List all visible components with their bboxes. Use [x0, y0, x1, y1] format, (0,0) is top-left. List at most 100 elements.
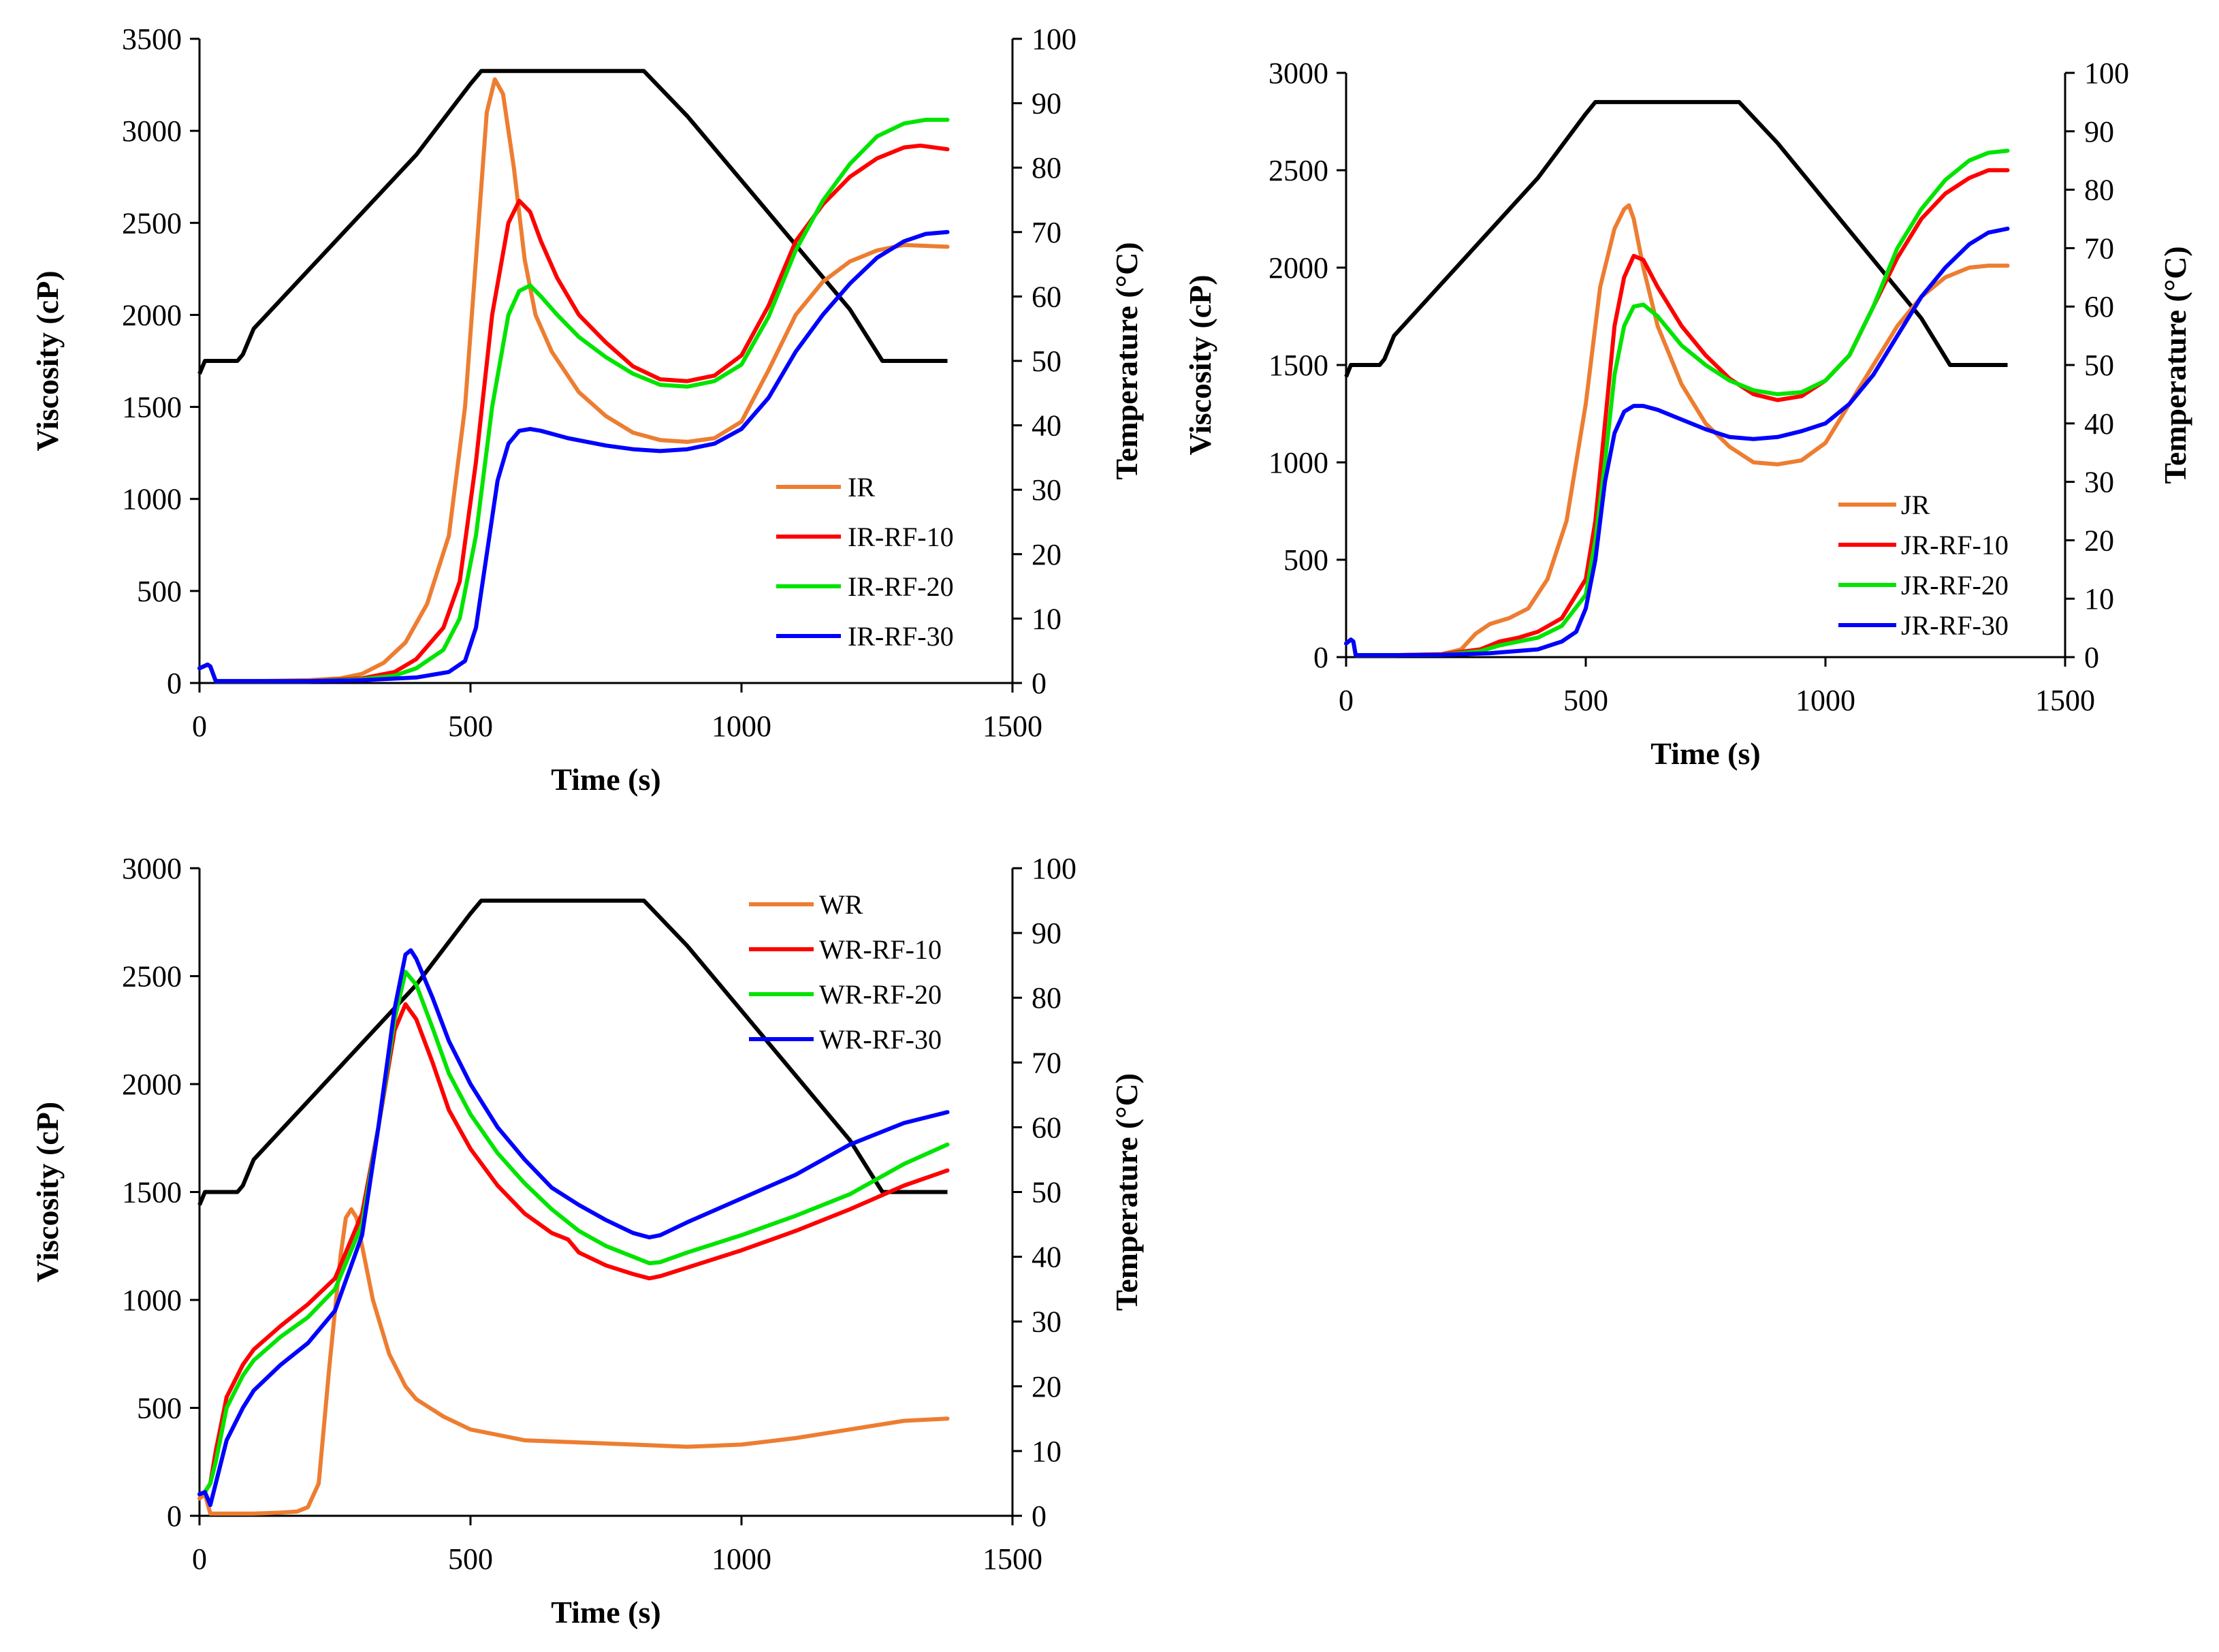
legend-label: IR-RF-30 — [848, 621, 954, 652]
legend-label: JR — [1901, 490, 1930, 520]
y-tick-label: 3000 — [1268, 57, 1328, 90]
y-tick-label: 0 — [1313, 641, 1328, 674]
legend: JR JR-RF-10 JR-RF-20 JR-RF-30 — [1838, 490, 2009, 641]
chart-jr: 0500100015002000250030000102030405060708… — [1183, 57, 2192, 771]
y2-tick-label: 100 — [1032, 852, 1076, 885]
y2-tick-label: 10 — [1032, 1435, 1061, 1468]
y-tick-label: 0 — [167, 1499, 182, 1533]
series-line-ir-rf-10 — [197, 143, 950, 684]
x-tick-label: 500 — [448, 710, 493, 743]
y-tick-label: 3500 — [122, 22, 182, 56]
legend-label: JR-RF-20 — [1901, 570, 2009, 601]
series-line-jr-rf-30 — [1344, 226, 2010, 658]
x-tick-label: 1000 — [712, 1542, 771, 1576]
y2-tick-label: 70 — [1032, 216, 1061, 249]
x-tick-label: 1000 — [1795, 684, 1855, 717]
y2-tick-label: 90 — [2084, 115, 2114, 148]
y2-tick-label: 10 — [2084, 582, 2114, 616]
y2-tick-label: 70 — [2084, 232, 2114, 265]
y2-tick-label: 30 — [1032, 473, 1061, 507]
y-tick-label: 2500 — [122, 960, 182, 994]
y2-tick-label: 40 — [1032, 1241, 1061, 1274]
x-tick-label: 1000 — [712, 710, 771, 743]
y2-tick-label: 50 — [1032, 345, 1061, 378]
legend-label: IR-RF-10 — [848, 522, 954, 552]
y2-tick-label: 30 — [2084, 466, 2114, 499]
y2-axis-title: Temperature (°C) — [1109, 242, 1144, 479]
y2-axis-title: Temperature (°C) — [2158, 246, 2192, 483]
y2-tick-label: 40 — [1032, 409, 1061, 443]
y2-tick-label: 90 — [1032, 917, 1061, 950]
legend-label: WR — [819, 889, 863, 920]
y-axis-title: Viscosity (cP) — [1183, 274, 1217, 455]
legend-label: WR-RF-30 — [819, 1024, 942, 1055]
legend-label: IR-RF-20 — [848, 571, 954, 602]
y-tick-label: 2500 — [122, 206, 182, 240]
y-tick-label: 3000 — [122, 114, 182, 148]
y2-tick-label: 80 — [1032, 151, 1061, 185]
y2-axis-title: Temperature (°C) — [1109, 1073, 1144, 1311]
y-tick-label: 1500 — [122, 391, 182, 424]
y2-tick-label: 0 — [1032, 1499, 1047, 1533]
y-tick-label: 1000 — [122, 483, 182, 516]
y2-tick-label: 50 — [1032, 1176, 1061, 1209]
y2-tick-label: 80 — [2084, 174, 2114, 207]
x-tick-label: 500 — [448, 1542, 493, 1576]
x-tick-label: 0 — [1339, 684, 1354, 717]
y2-tick-label: 0 — [1032, 667, 1047, 700]
y2-tick-label: 80 — [1032, 981, 1061, 1015]
x-tick-label: 0 — [192, 710, 207, 743]
chart-ir: 0500100015002000250030003500010203040506… — [30, 22, 1144, 797]
temperature-line — [197, 69, 948, 375]
y2-tick-label: 40 — [2084, 407, 2114, 441]
y-tick-label: 1000 — [1268, 446, 1328, 479]
chart-wr: 0500100015002000250030000102030405060708… — [30, 852, 1144, 1630]
y2-tick-label: 60 — [2084, 290, 2114, 323]
y-tick-label: 500 — [1283, 543, 1328, 577]
x-tick-label: 1500 — [983, 710, 1042, 743]
legend: IR IR-RF-10 IR-RF-20 IR-RF-30 — [776, 472, 954, 652]
x-axis-title: Time (s) — [1650, 736, 1760, 771]
y2-tick-label: 30 — [1032, 1305, 1061, 1339]
y-tick-label: 2000 — [122, 1068, 182, 1101]
y-tick-label: 1500 — [122, 1176, 182, 1209]
legend-label: IR — [848, 472, 875, 503]
temperature-line — [197, 898, 948, 1206]
legend: WR WR-RF-10 WR-RF-20 WR-RF-30 — [749, 889, 942, 1055]
y-tick-label: 2000 — [1268, 251, 1328, 285]
temperature-line — [1344, 99, 2008, 378]
series-line-wr-rf-10 — [197, 1002, 950, 1497]
y2-tick-label: 60 — [1032, 1111, 1061, 1144]
series-line-wr — [197, 1207, 950, 1516]
y2-tick-label: 20 — [1032, 538, 1061, 571]
x-tick-label: 0 — [192, 1542, 207, 1576]
y2-tick-label: 70 — [1032, 1046, 1061, 1079]
y2-tick-label: 90 — [1032, 87, 1061, 121]
series-line-ir — [197, 77, 950, 684]
y-tick-label: 500 — [137, 1392, 182, 1425]
y-tick-label: 0 — [167, 667, 182, 700]
y2-tick-label: 20 — [2084, 524, 2114, 557]
legend-label: JR-RF-10 — [1901, 530, 2009, 560]
y-tick-label: 500 — [137, 575, 182, 608]
y2-tick-label: 20 — [1032, 1370, 1061, 1403]
y2-tick-label: 60 — [1032, 280, 1061, 313]
series-line-wr-rf-20 — [197, 970, 950, 1497]
series-line-ir-rf-20 — [197, 117, 950, 684]
x-axis-title: Time (s) — [551, 762, 660, 797]
y-tick-label: 2000 — [122, 298, 182, 332]
y-tick-label: 1000 — [122, 1284, 182, 1317]
legend-label: WR-RF-10 — [819, 934, 942, 965]
y-tick-label: 3000 — [122, 852, 182, 885]
y2-tick-label: 100 — [2084, 57, 2129, 90]
y2-tick-label: 10 — [1032, 602, 1061, 635]
x-tick-label: 1500 — [983, 1542, 1042, 1576]
y2-tick-label: 0 — [2084, 641, 2099, 674]
y2-tick-label: 100 — [1032, 22, 1076, 56]
y-tick-label: 2500 — [1268, 154, 1328, 187]
x-axis-title: Time (s) — [551, 1595, 660, 1630]
series-line-ir-rf-30 — [197, 229, 950, 684]
series-line-wr-rf-30 — [197, 948, 950, 1508]
y-axis-title: Viscosity (cP) — [30, 1102, 65, 1282]
